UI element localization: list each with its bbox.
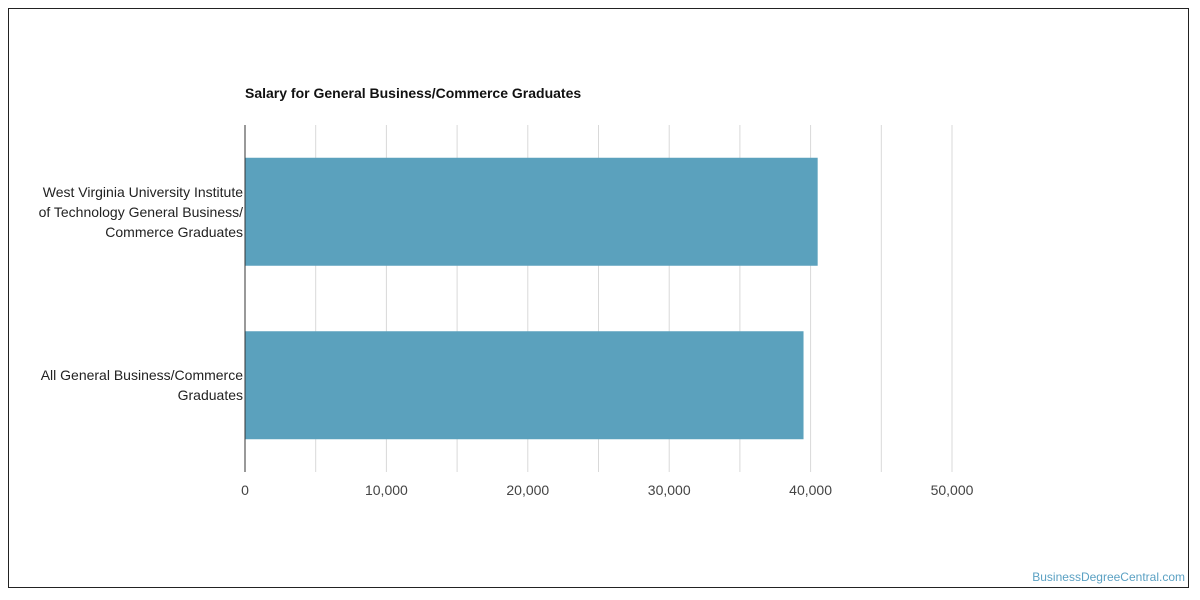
x-tick-label: 40,000 <box>789 482 832 498</box>
bar-2 <box>245 331 804 440</box>
category-label-line: Graduates <box>177 387 243 404</box>
category-label: All General Business/Commerce Graduates <box>7 365 243 405</box>
watermark: BusinessDegreeCentral.com <box>1032 570 1185 584</box>
x-tick-label: 10,000 <box>365 482 408 498</box>
x-tick-label: 0 <box>241 482 249 498</box>
x-tick-label: 50,000 <box>931 482 974 498</box>
x-tick-label: 20,000 <box>506 482 549 498</box>
category-label-line: All General Business/Commerce <box>40 367 243 384</box>
category-label-line: of Technology General Business/ <box>38 203 243 220</box>
category-label-line: Commerce Graduates <box>105 223 243 240</box>
chart-title: Salary for General Business/Commerce Gra… <box>245 85 582 101</box>
category-label-line: West Virginia University Institute <box>42 183 243 200</box>
bar-1 <box>245 157 818 266</box>
category-label: West Virginia University Institute of Tec… <box>7 182 243 242</box>
x-tick-label: 30,000 <box>648 482 691 498</box>
